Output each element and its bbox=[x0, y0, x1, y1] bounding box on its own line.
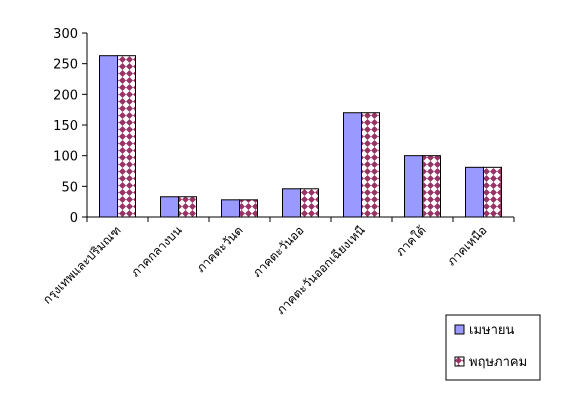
x-category-label: ภาคใต้ bbox=[393, 223, 429, 259]
bar-series2-cat6 bbox=[422, 155, 441, 218]
x-category-label: กรุงเทพและปริมณฑ bbox=[40, 223, 124, 307]
bar-series2-cat7 bbox=[483, 166, 502, 218]
y-tick-label: 200 bbox=[53, 88, 78, 103]
y-tick-label: 50 bbox=[61, 180, 78, 195]
legend-swatch-may bbox=[454, 356, 465, 367]
bar-series2-cat3 bbox=[239, 199, 258, 218]
bar-series1-cat5 bbox=[343, 112, 362, 218]
bar-series1-cat2 bbox=[160, 196, 179, 218]
y-tick-label: 150 bbox=[53, 119, 78, 134]
legend-label-april: เมษายน bbox=[469, 323, 514, 338]
legend: เมษายน พฤษภาคม bbox=[445, 314, 541, 381]
bar-series1-cat7 bbox=[465, 166, 484, 218]
y-tick-label: 250 bbox=[53, 58, 78, 73]
bar-series2-cat2 bbox=[178, 196, 197, 218]
bar-series2-cat5 bbox=[361, 112, 380, 218]
legend-label-may: พฤษภาคม bbox=[469, 355, 527, 370]
x-category-label: ภาคเหนือ bbox=[444, 223, 489, 268]
x-category-label: ภาคตะวันออ bbox=[250, 223, 307, 280]
x-category-label: ภาคตะวันต bbox=[194, 223, 246, 275]
y-tick-label: 100 bbox=[53, 150, 78, 165]
x-category-label: ภาคกลางบน bbox=[128, 223, 184, 279]
bar-series1-cat1 bbox=[99, 55, 118, 218]
bar-series1-cat3 bbox=[221, 199, 240, 218]
y-tick-label: 0 bbox=[70, 211, 78, 226]
bar-series2-cat1 bbox=[117, 55, 136, 218]
y-tick-label: 300 bbox=[53, 27, 78, 42]
bar-series1-cat4 bbox=[282, 188, 301, 218]
legend-swatch-april bbox=[454, 324, 465, 335]
plot-area: 0 50 100 150 200 250 300 กรุงเทพและปริมณฑ ภาคกลา… bbox=[40, 27, 515, 317]
bar-series2-cat4 bbox=[300, 188, 319, 218]
bar-series1-cat6 bbox=[404, 155, 423, 218]
